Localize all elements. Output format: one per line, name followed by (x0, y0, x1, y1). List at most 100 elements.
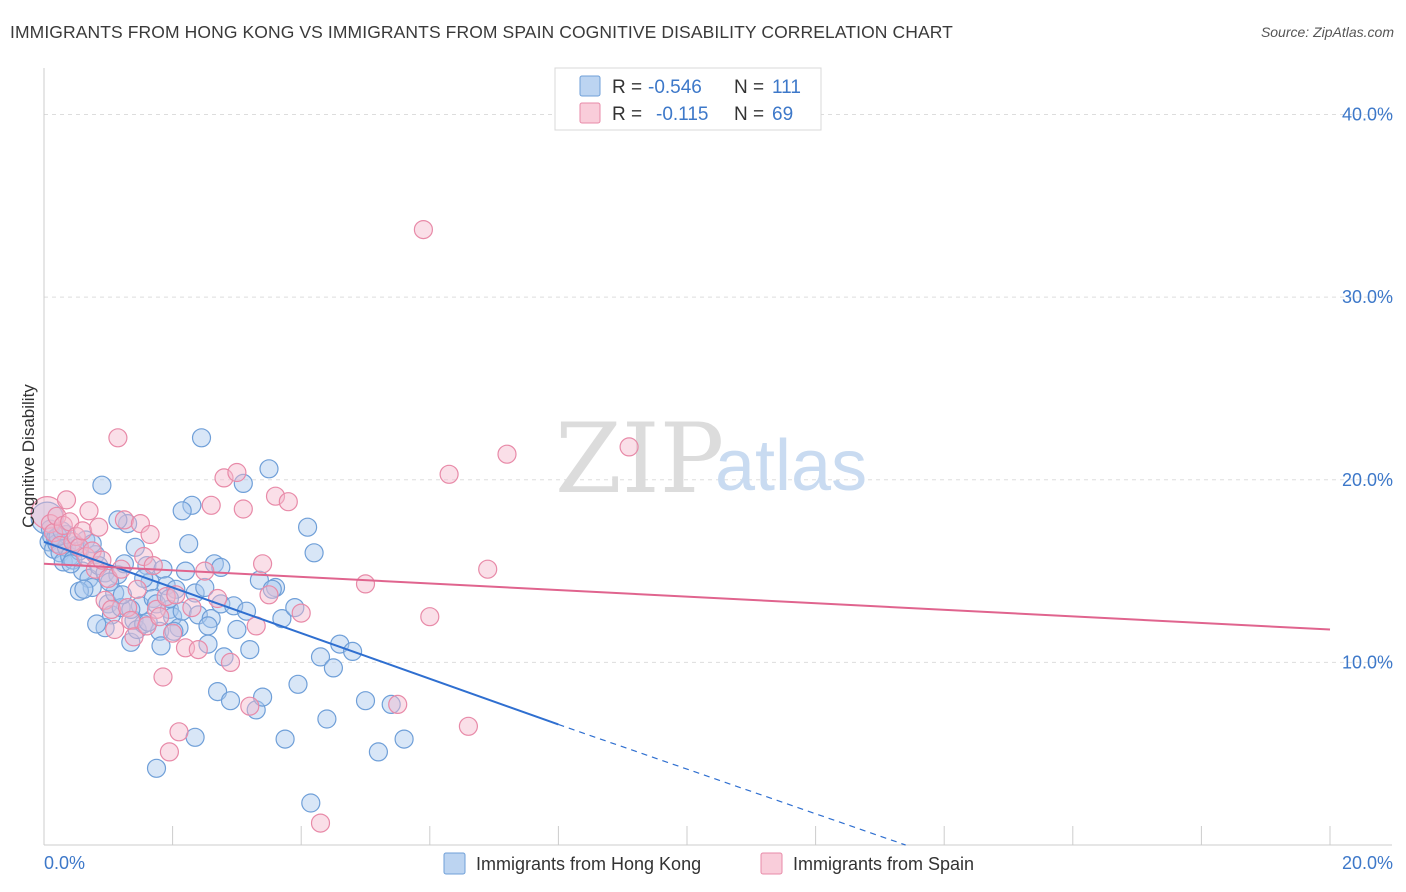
point-spain-37 (156, 586, 176, 607)
point-spain-44 (188, 639, 208, 660)
point-hong-kong-72 (317, 709, 337, 729)
point-spain-19 (98, 568, 118, 589)
point-spain-11 (72, 521, 93, 541)
point-spain-39 (163, 623, 183, 643)
point-spain-29 (130, 513, 150, 534)
point-spain-6 (56, 490, 77, 510)
point-hong-kong-102 (74, 579, 94, 599)
point-spain-66 (478, 559, 498, 579)
stats-n-label-1: N = (734, 77, 764, 98)
point-hong-kong-77 (368, 742, 388, 762)
point-hong-kong-108 (151, 636, 171, 656)
point-hong-kong-79 (394, 729, 414, 749)
point-spain-63 (420, 607, 440, 627)
stats-r-value-1: -0.546 (648, 77, 702, 98)
point-spain-58 (291, 603, 311, 623)
point-spain-36 (153, 667, 173, 687)
point-spain-55 (259, 585, 279, 605)
point-spain-26 (121, 610, 141, 631)
point-spain-24 (114, 510, 135, 530)
point-hong-kong-8 (53, 552, 73, 572)
point-hong-kong-59 (220, 691, 241, 711)
point-spain-65 (458, 716, 478, 736)
point-spain-20 (101, 599, 122, 620)
y-tick-label-1: 20.0% (1342, 470, 1393, 490)
point-spain-54 (253, 554, 273, 574)
stats-box: R = -0.546 N = 111 R = -0.115 N = 69 (554, 67, 822, 131)
point-spain-32 (140, 524, 160, 545)
source-credit: Source: ZipAtlas.com (1260, 24, 1394, 40)
point-hong-kong-85 (121, 599, 141, 620)
point-spain-16 (89, 517, 109, 537)
point-hong-kong-61 (233, 473, 253, 493)
watermark-atlas: atlas (715, 426, 867, 506)
point-hong-kong-62 (240, 639, 260, 660)
point-spain-68 (619, 437, 639, 457)
point-hong-kong-103 (87, 614, 107, 634)
point-hong-kong-51 (191, 428, 212, 448)
stats-r-label-1: R = (612, 77, 642, 98)
point-hong-kong-45 (172, 601, 192, 621)
axes (43, 68, 1392, 846)
point-spain-46 (201, 495, 221, 515)
point-hong-kong-78 (381, 694, 401, 715)
scatter-points (30, 220, 639, 833)
legend-label-hong-kong: Immigrants from Hong Kong (476, 854, 701, 874)
point-spain-62 (413, 220, 433, 240)
stats-swatch-blue (579, 75, 601, 97)
point-spain-52 (240, 696, 260, 716)
stats-r-label-2: R = (612, 104, 642, 125)
point-hong-kong-87 (146, 758, 167, 778)
point-spain-13 (79, 501, 99, 521)
point-spain-50 (227, 462, 247, 483)
point-hong-kong-65 (259, 459, 279, 479)
point-hong-kong-71 (310, 647, 331, 667)
point-hong-kong-67 (272, 608, 292, 629)
point-hong-kong-48 (182, 495, 202, 515)
point-spain-41 (169, 722, 189, 742)
point-hong-kong-105 (112, 585, 133, 605)
point-spain-49 (220, 652, 241, 673)
point-spain-22 (108, 428, 128, 448)
point-hong-kong-76 (355, 691, 376, 711)
point-hong-kong-89 (172, 501, 192, 521)
point-hong-kong-66 (265, 577, 286, 598)
point-spain-38 (159, 742, 179, 762)
stats-n-value-2: 69 (772, 104, 793, 125)
point-spain-28 (127, 579, 147, 599)
point-spain-21 (105, 619, 125, 640)
point-spain-35 (150, 607, 170, 627)
gridlines (44, 114, 1392, 663)
point-spain-33 (143, 555, 163, 576)
y-axis-label: Cognitive Disability (19, 384, 38, 528)
point-hong-kong-99 (301, 793, 321, 813)
point-hong-kong-97 (275, 729, 295, 749)
point-spain-56 (265, 486, 286, 506)
watermark-zip: ZIP (555, 403, 724, 515)
x-tick-label-1: 20.0% (1342, 853, 1393, 873)
legend-label-spain: Immigrants from Spain (793, 854, 974, 874)
point-hong-kong-91 (198, 616, 218, 636)
point-hong-kong-73 (323, 658, 343, 678)
point-spain-47 (208, 588, 228, 609)
tick-labels: 10.0% 20.0% 30.0% 40.0% 0.0% 20.0% (44, 105, 1393, 873)
y-tick-label-0: 10.0% (1342, 652, 1393, 672)
regression-extension-hong-kong (558, 723, 906, 846)
stats-n-value-1: 111 (772, 77, 801, 98)
point-spain-61 (388, 694, 408, 715)
stats-swatch-pink (579, 102, 601, 124)
point-hong-kong-88 (159, 588, 179, 609)
point-hong-kong-96 (262, 579, 282, 599)
point-hong-kong-52 (195, 577, 215, 598)
point-spain-67 (497, 444, 517, 464)
point-hong-kong-69 (298, 517, 318, 537)
legend-swatch-spain (760, 852, 783, 875)
point-spain-43 (182, 597, 202, 618)
y-tick-label-3: 40.0% (1342, 105, 1393, 125)
point-spain-57 (278, 492, 298, 512)
point-hong-kong-90 (185, 727, 205, 747)
point-spain-27 (124, 627, 144, 647)
y-tick-label-2: 30.0% (1342, 287, 1393, 307)
point-hong-kong-98 (288, 674, 308, 694)
